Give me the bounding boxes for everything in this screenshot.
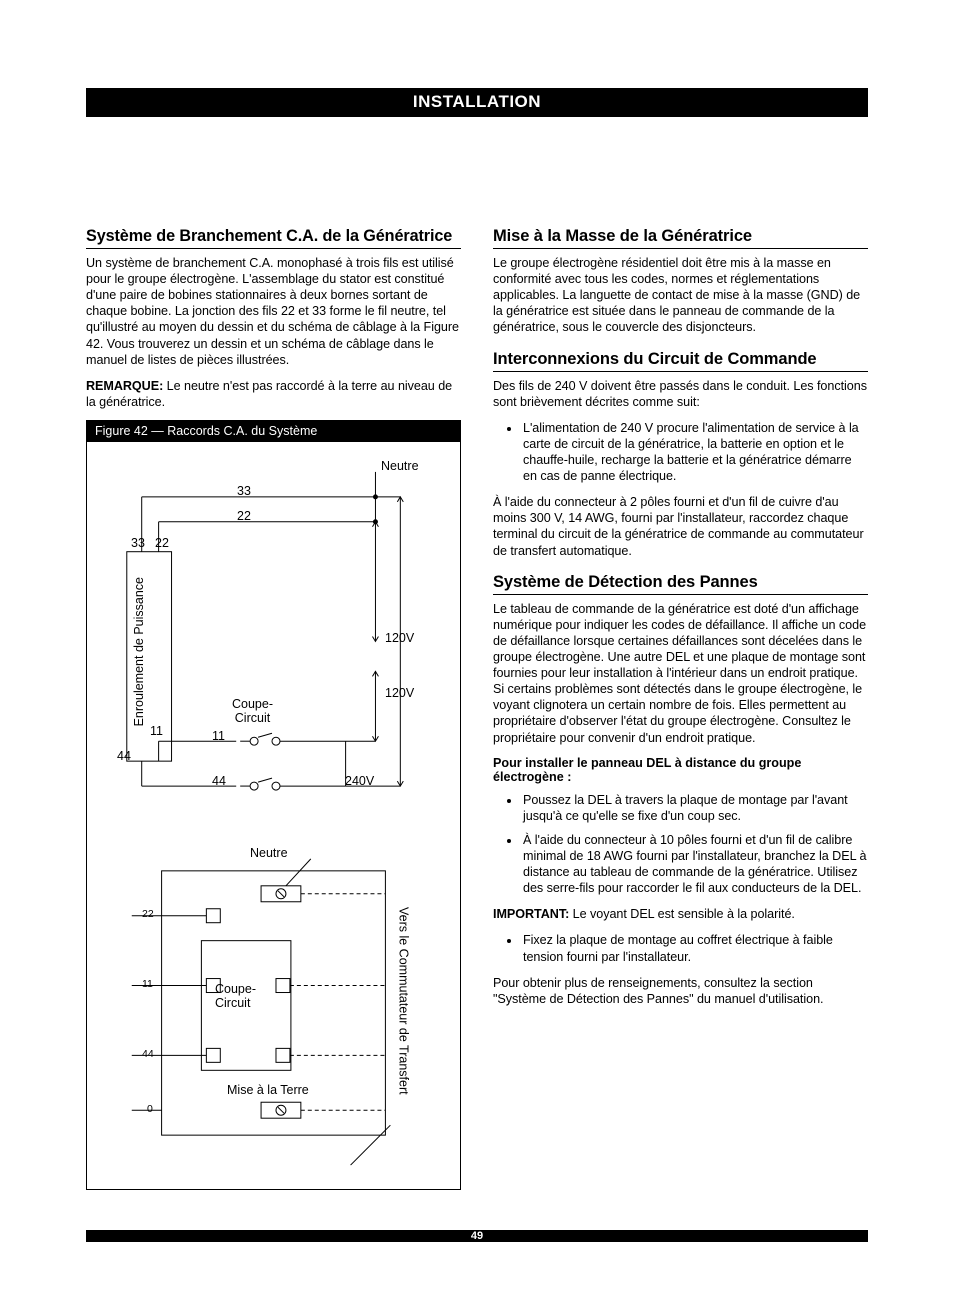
important-note: IMPORTANT: Le voyant DEL est sensible à … (493, 906, 868, 922)
label-44c: 44 (142, 1049, 154, 1060)
label-neutre-top: Neutre (381, 460, 419, 473)
page-number: 49 (463, 1230, 491, 1242)
label-enroulement: Enroulement de Puissance (133, 577, 146, 726)
label-33b: 33 (131, 537, 145, 550)
footer-bar (488, 1230, 868, 1242)
bullet-list: Fixez la plaque de montage au coffret él… (493, 932, 868, 964)
rule (493, 594, 868, 595)
section-banner: INSTALLATION (86, 88, 868, 117)
important-text: Le voyant DEL est sensible à la polarité… (569, 907, 795, 921)
paragraph: Pour obtenir plus de renseignements, con… (493, 975, 868, 1007)
label-coupe-circuit-top: Coupe- Circuit (232, 697, 273, 726)
label-vers-commutateur: Vers le Commutateur de Transfert (397, 907, 410, 1095)
label-33a: 33 (237, 485, 251, 498)
list-item: L'alimentation de 240 V procure l'alimen… (521, 420, 868, 484)
figure-caption: Figure 42 — Raccords C.A. du Système (87, 421, 460, 442)
label-mise-terre: Mise à la Terre (227, 1084, 309, 1097)
paragraph: Le tableau de commande de la génératrice… (493, 601, 868, 746)
footer-bar (86, 1230, 466, 1242)
wiring-diagram: Neutre 33 22 33 22 11 44 11 44 120V 120V… (87, 442, 460, 1188)
paragraph: Un système de branchement C.A. monophasé… (86, 255, 461, 368)
label-240v: 240V (345, 775, 374, 788)
paragraph: À l'aide du connecteur à 2 pôles fourni … (493, 494, 868, 558)
figure-42: Figure 42 — Raccords C.A. du Système (86, 420, 461, 1190)
label-11b: 11 (212, 730, 225, 743)
note-label: REMARQUE: (86, 379, 163, 393)
rule (493, 248, 868, 249)
label-22a: 22 (237, 510, 251, 523)
label-11c: 11 (142, 979, 153, 990)
rule (493, 371, 868, 372)
list-item: Poussez la DEL à travers la plaque de mo… (521, 792, 868, 824)
note: REMARQUE: Le neutre n'est pas raccordé à… (86, 378, 461, 410)
label-coupe-circuit-bot: Coupe- Circuit (215, 982, 256, 1011)
label-22c: 22 (142, 909, 154, 920)
paragraph: Des fils de 240 V doivent être passés da… (493, 378, 868, 410)
paragraph: Le groupe électrogène résidentiel doit ê… (493, 255, 868, 336)
bullet-list: L'alimentation de 240 V procure l'alimen… (493, 420, 868, 484)
install-label: Pour installer le panneau DEL à distance… (493, 756, 868, 784)
label-11a: 11 (150, 725, 163, 738)
label-22b: 22 (155, 537, 169, 550)
list-item: Fixez la plaque de montage au coffret él… (521, 932, 868, 964)
label-120v-b: 120V (385, 687, 414, 700)
label-44b: 44 (212, 775, 226, 788)
list-item: À l'aide du connecteur à 10 pôles fourni… (521, 832, 868, 896)
bullet-list: Poussez la DEL à travers la plaque de mo… (493, 792, 868, 897)
heading-ac-system: Système de Branchement C.A. de la Généra… (86, 227, 461, 246)
label-0: 0 (147, 1104, 153, 1115)
heading-grounding: Mise à la Masse de la Génératrice (493, 227, 868, 246)
heading-fault-detection: Système de Détection des Pannes (493, 573, 868, 592)
page-footer: 49 (86, 1230, 868, 1250)
rule (86, 248, 461, 249)
label-neutre-mid: Neutre (250, 847, 288, 860)
heading-interconnect: Interconnexions du Circuit de Commande (493, 350, 868, 369)
label-44a: 44 (117, 750, 131, 763)
important-label: IMPORTANT: (493, 907, 569, 921)
label-120v-a: 120V (385, 632, 414, 645)
